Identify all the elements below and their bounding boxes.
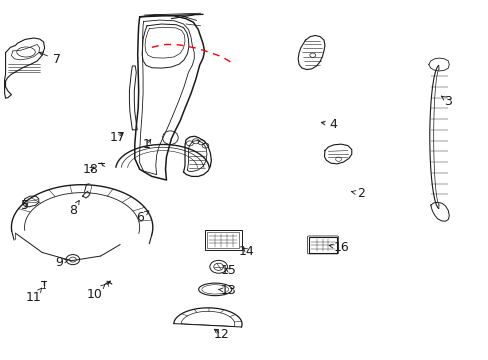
Text: 13: 13 xyxy=(218,284,236,297)
Text: 8: 8 xyxy=(69,201,79,217)
Text: 1: 1 xyxy=(143,138,151,151)
Text: 14: 14 xyxy=(239,244,254,257)
Text: 18: 18 xyxy=(83,163,99,176)
Text: 15: 15 xyxy=(221,264,236,277)
Text: 11: 11 xyxy=(26,288,41,304)
Text: 10: 10 xyxy=(86,284,105,301)
Text: 2: 2 xyxy=(351,187,365,200)
Text: 4: 4 xyxy=(321,118,337,131)
Text: 6: 6 xyxy=(136,211,148,224)
Text: 17: 17 xyxy=(110,131,125,144)
Text: 5: 5 xyxy=(21,199,29,212)
Text: 16: 16 xyxy=(328,241,348,254)
Text: 9: 9 xyxy=(55,256,68,269)
Text: 12: 12 xyxy=(213,328,228,341)
Text: 3: 3 xyxy=(441,95,451,108)
Text: 7: 7 xyxy=(39,52,61,66)
